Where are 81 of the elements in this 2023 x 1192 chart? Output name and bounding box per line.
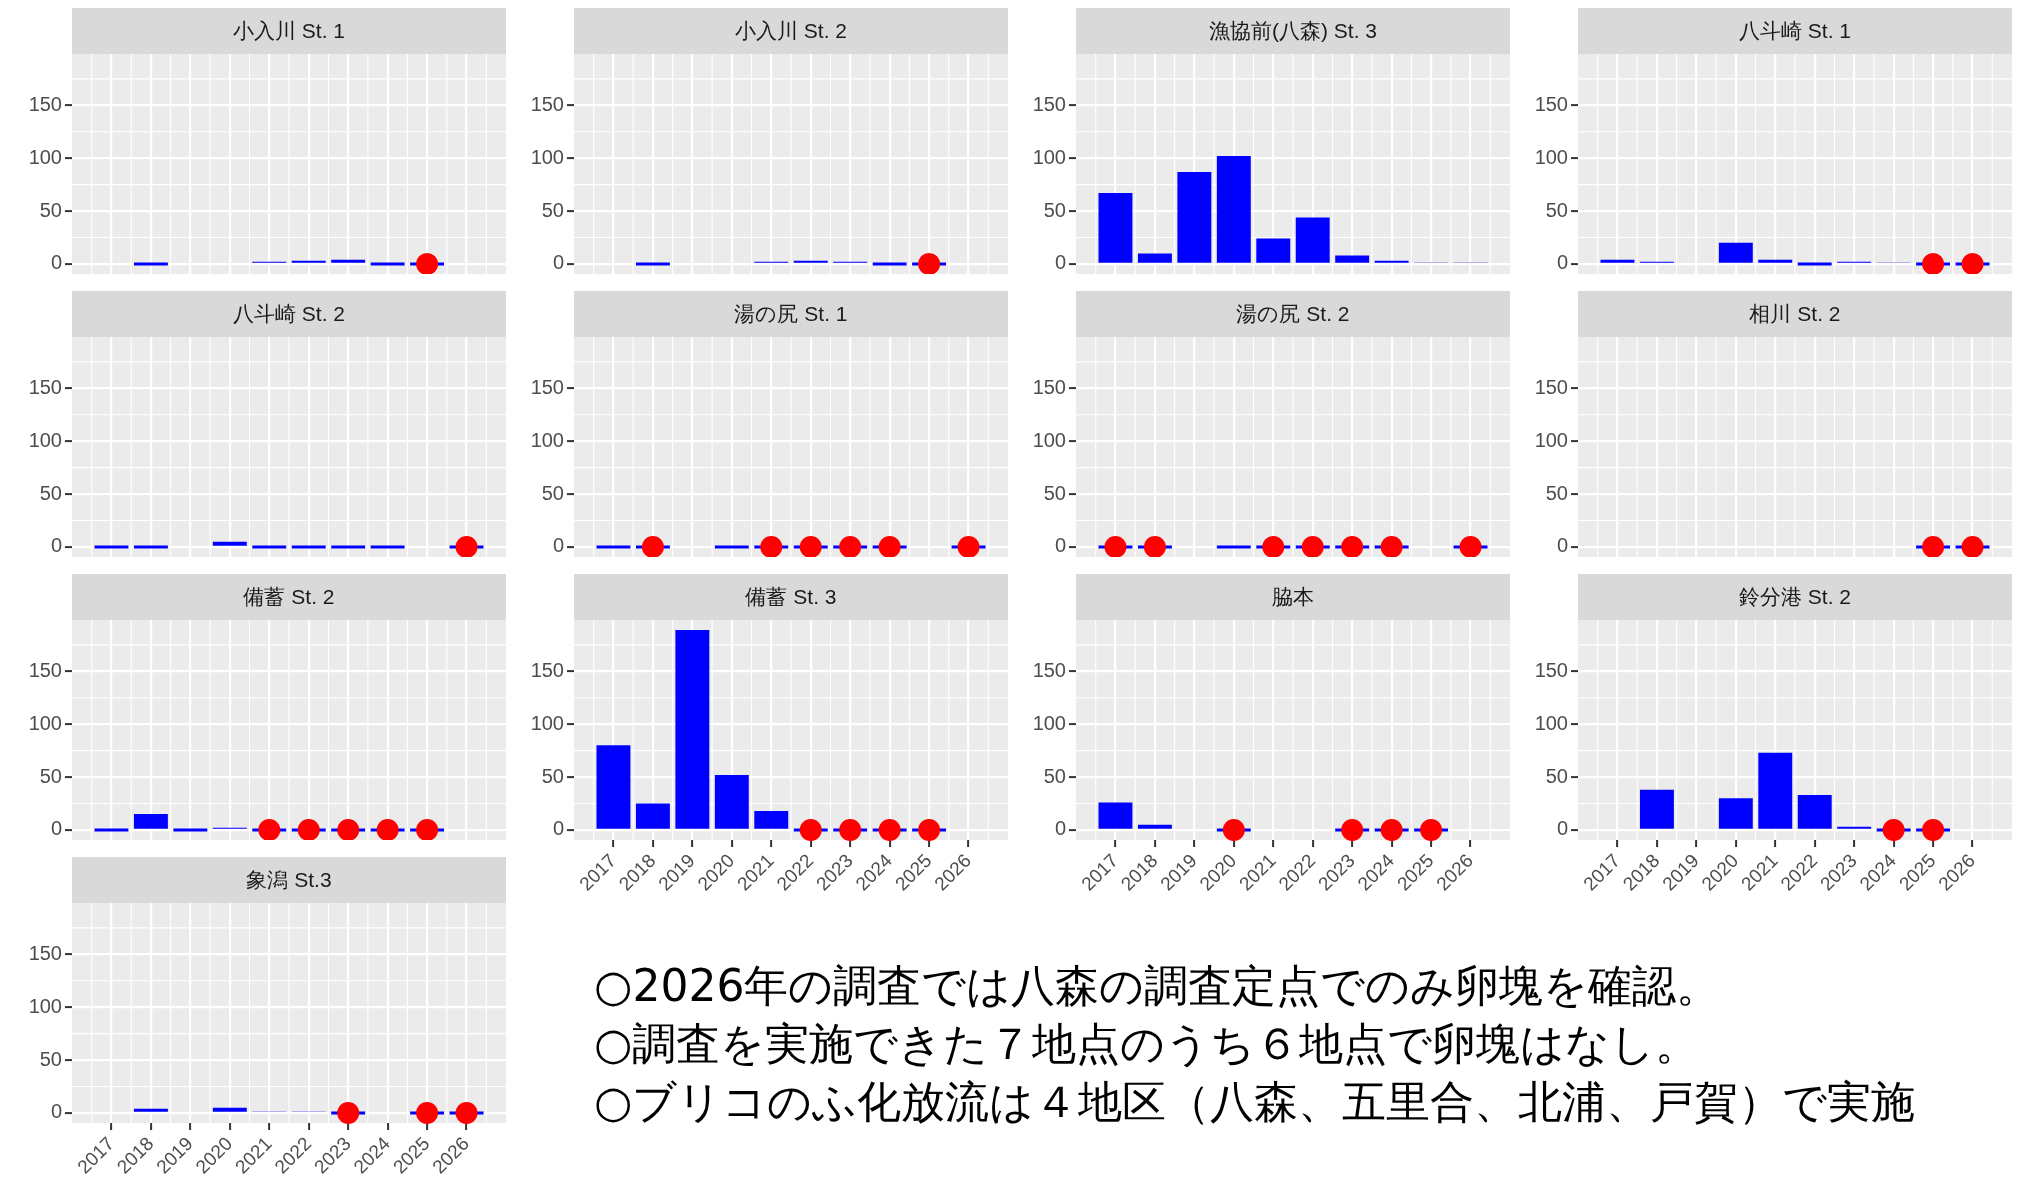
y-tick-label: 150: [1032, 658, 1066, 681]
y-tick-label: 100: [530, 711, 564, 734]
bar: [1374, 260, 1409, 263]
chart-title: 湯の尻 St. 1: [574, 291, 1008, 337]
y-tick-label: 150: [28, 92, 62, 115]
chart-title: 備蓄 St. 2: [72, 574, 506, 620]
y-tick-label: 150: [28, 658, 62, 681]
chart-title: 鈴分港 St. 2: [1578, 574, 2012, 620]
y-tick-label: 150: [1534, 92, 1568, 115]
y-tick-label: 100: [530, 428, 564, 451]
y-tick-label: 150: [530, 658, 564, 681]
chart-title: 八斗崎 St. 1: [1578, 8, 2012, 54]
y-tick-label: 150: [530, 375, 564, 398]
bar: [1256, 238, 1291, 263]
y-tick-label: 0: [1556, 251, 1568, 274]
y-tick-label: 0: [50, 534, 62, 557]
y-tick-label: 0: [50, 251, 62, 274]
y-tick-label: 50: [39, 764, 62, 787]
y-tick-label: 150: [1534, 658, 1568, 681]
y-tick-label: 50: [39, 198, 62, 221]
y-tick-label: 0: [1054, 251, 1066, 274]
y-tick-label: 50: [39, 1047, 62, 1070]
y-tick-label: 0: [552, 534, 564, 557]
bar: [1295, 217, 1330, 263]
bar: [1639, 789, 1674, 829]
bar: [1758, 752, 1793, 829]
bar: [1335, 255, 1370, 263]
bar: [1837, 826, 1872, 829]
chart-title: 象潟 St.3: [72, 857, 506, 903]
y-tick-label: 150: [1032, 92, 1066, 115]
bar: [1718, 798, 1753, 829]
y-tick-label: 100: [1032, 711, 1066, 734]
chart-title: 小入川 St. 1: [72, 8, 506, 54]
chart-title: 漁協前(八森) St. 3: [1076, 8, 1510, 54]
chart-title: 脇本: [1076, 574, 1510, 620]
chart-title: 備蓄 St. 3: [574, 574, 1008, 620]
text: ○調査を実施できた７地点のうち６地点で卵塊はなし。: [594, 1017, 1701, 1071]
text: ○ブリコのふ化放流は４地区（八森、五里合、北浦、戸賀）で実施: [594, 1075, 1916, 1129]
y-tick-label: 0: [1054, 534, 1066, 557]
y-tick-label: 0: [552, 251, 564, 274]
y-tick-label: 100: [28, 428, 62, 451]
y-tick-label: 50: [1545, 481, 1568, 504]
bar: [1177, 171, 1212, 263]
y-tick-label: 100: [1534, 428, 1568, 451]
y-tick-label: 0: [50, 817, 62, 840]
y-tick-label: 50: [1545, 764, 1568, 787]
chart-title: 相川 St. 2: [1578, 291, 2012, 337]
bar: [1797, 795, 1832, 829]
y-tick-label: 150: [28, 375, 62, 398]
y-tick-label: 100: [530, 145, 564, 168]
chart-title: 湯の尻 St. 2: [1076, 291, 1510, 337]
y-tick-label: 150: [530, 92, 564, 115]
y-tick-label: 150: [1534, 375, 1568, 398]
chart-title: 小入川 St. 2: [574, 8, 1008, 54]
y-tick-label: 150: [28, 941, 62, 964]
text: ○2026年の調査では八森の調査定点でのみ卵塊を確認。: [594, 959, 1722, 1013]
bar: [1216, 156, 1251, 263]
y-tick-label: 0: [552, 817, 564, 840]
y-tick-label: 100: [1534, 711, 1568, 734]
y-tick-label: 100: [28, 711, 62, 734]
y-tick-label: 100: [1032, 428, 1066, 451]
y-tick-label: 0: [1556, 534, 1568, 557]
y-tick-label: 100: [1534, 145, 1568, 168]
y-tick-label: 0: [1054, 817, 1066, 840]
y-tick-label: 50: [541, 764, 564, 787]
y-tick-label: 150: [1032, 375, 1066, 398]
y-tick-label: 100: [28, 994, 62, 1017]
y-tick-label: 50: [39, 481, 62, 504]
y-tick-label: 0: [50, 1100, 62, 1123]
bar: [1137, 253, 1172, 263]
bar: [1098, 193, 1133, 263]
y-tick-label: 50: [1043, 764, 1066, 787]
y-tick-label: 50: [1545, 198, 1568, 221]
y-tick-label: 50: [541, 198, 564, 221]
y-tick-label: 50: [1043, 198, 1066, 221]
chart-title: 八斗崎 St. 2: [72, 291, 506, 337]
y-tick-label: 50: [541, 481, 564, 504]
y-tick-label: 100: [28, 145, 62, 168]
y-tick-label: 0: [1556, 817, 1568, 840]
y-tick-label: 50: [1043, 481, 1066, 504]
y-tick-label: 100: [1032, 145, 1066, 168]
